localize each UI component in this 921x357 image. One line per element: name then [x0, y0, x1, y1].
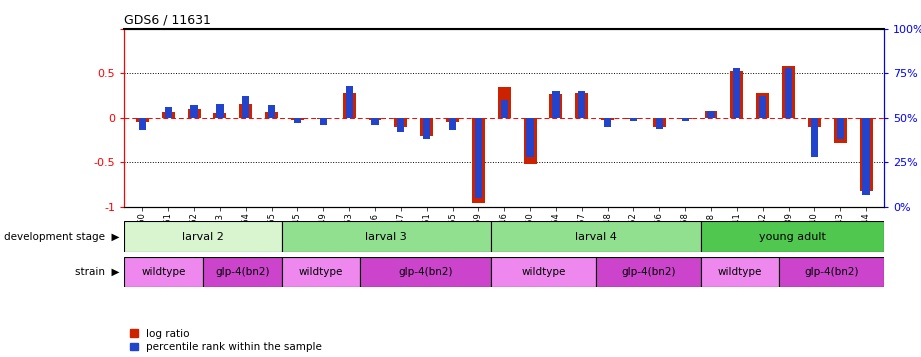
Bar: [203, 257, 282, 287]
Text: glp-4(bn2): glp-4(bn2): [399, 267, 453, 277]
Bar: [756, 93, 769, 118]
Bar: [345, 86, 353, 118]
Text: GDS6 / 11631: GDS6 / 11631: [124, 13, 211, 26]
Bar: [291, 118, 304, 120]
Text: strain  ▶: strain ▶: [76, 267, 120, 277]
Bar: [730, 71, 743, 118]
Text: development stage  ▶: development stage ▶: [5, 231, 120, 242]
Text: larval 2: larval 2: [182, 231, 224, 242]
Bar: [491, 221, 701, 252]
Text: wildtype: wildtype: [142, 267, 186, 277]
Bar: [576, 93, 589, 118]
Bar: [265, 111, 278, 118]
Bar: [214, 114, 227, 118]
Bar: [862, 118, 869, 195]
Text: glp-4(bn2): glp-4(bn2): [215, 267, 270, 277]
Text: young adult: young adult: [759, 231, 826, 242]
Bar: [188, 109, 201, 118]
Text: wildtype: wildtype: [298, 267, 343, 277]
Bar: [491, 257, 596, 287]
Bar: [371, 118, 379, 125]
Text: glp-4(bn2): glp-4(bn2): [805, 267, 859, 277]
Bar: [449, 118, 456, 130]
Text: glp-4(bn2): glp-4(bn2): [621, 267, 676, 277]
Bar: [810, 118, 818, 157]
Bar: [701, 257, 779, 287]
Bar: [682, 118, 689, 121]
Text: larval 3: larval 3: [366, 231, 407, 242]
Bar: [553, 91, 560, 118]
Bar: [501, 100, 507, 118]
Bar: [705, 111, 717, 118]
Bar: [191, 105, 198, 118]
Bar: [124, 221, 282, 252]
Bar: [268, 105, 275, 118]
Bar: [360, 257, 491, 287]
Bar: [394, 118, 407, 127]
Bar: [733, 68, 740, 118]
Bar: [834, 118, 846, 143]
Bar: [139, 118, 146, 130]
Bar: [782, 66, 795, 118]
Bar: [294, 118, 301, 123]
Bar: [124, 257, 203, 287]
Bar: [320, 118, 327, 125]
Bar: [653, 118, 666, 127]
Bar: [604, 118, 612, 127]
Bar: [136, 118, 149, 122]
Text: wildtype: wildtype: [521, 267, 565, 277]
Bar: [550, 94, 563, 118]
Bar: [779, 257, 884, 287]
Bar: [343, 93, 356, 118]
Bar: [578, 91, 586, 118]
Bar: [282, 221, 491, 252]
Bar: [420, 118, 433, 136]
Legend: log ratio, percentile rank within the sample: log ratio, percentile rank within the sa…: [130, 329, 322, 352]
Bar: [282, 257, 360, 287]
Bar: [630, 118, 637, 121]
Bar: [317, 118, 330, 119]
Text: larval 4: larval 4: [575, 231, 617, 242]
Bar: [527, 118, 533, 157]
Bar: [165, 107, 172, 118]
Bar: [162, 111, 175, 118]
Bar: [475, 118, 482, 198]
Bar: [216, 104, 224, 118]
Bar: [785, 68, 792, 118]
Bar: [423, 118, 430, 139]
Bar: [836, 118, 844, 139]
Bar: [627, 118, 640, 119]
Bar: [524, 118, 537, 164]
Bar: [239, 104, 252, 118]
Bar: [397, 118, 404, 132]
Text: wildtype: wildtype: [717, 267, 763, 277]
Bar: [679, 118, 692, 119]
Bar: [759, 96, 766, 118]
Bar: [859, 118, 872, 191]
Bar: [601, 118, 614, 120]
Bar: [707, 111, 715, 118]
Bar: [242, 96, 250, 118]
Bar: [808, 118, 821, 127]
Bar: [656, 118, 663, 129]
Bar: [701, 221, 884, 252]
Bar: [472, 118, 484, 203]
Bar: [596, 257, 701, 287]
Bar: [446, 118, 459, 122]
Bar: [368, 118, 381, 120]
Bar: [497, 86, 511, 118]
